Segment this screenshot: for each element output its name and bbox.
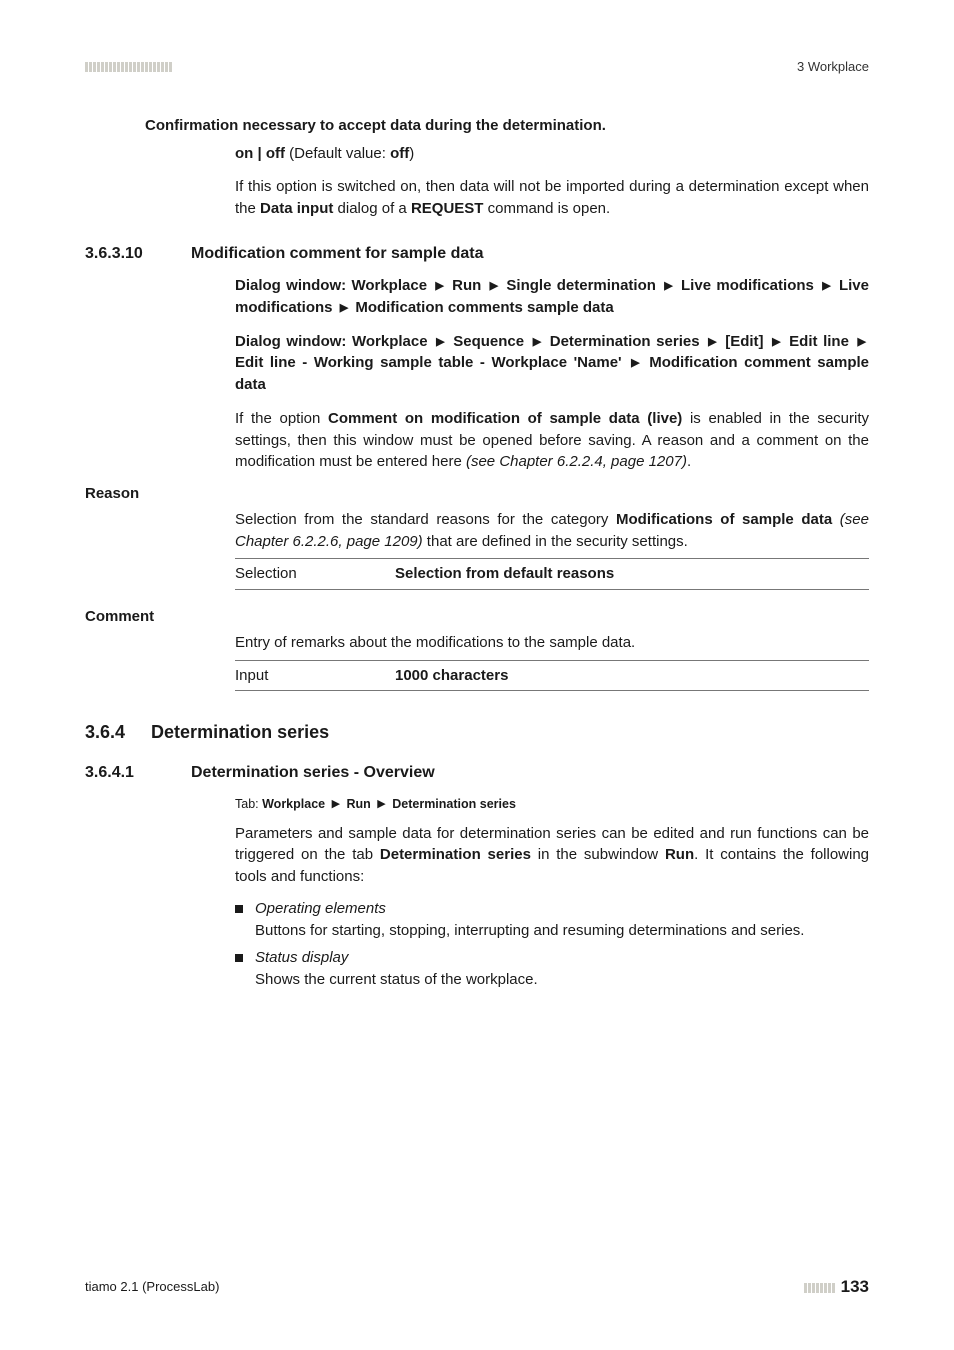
triangle-icon: ▶	[705, 335, 719, 351]
section-3641-heading: 3.6.4.1 Determination series - Overview	[85, 761, 869, 784]
section-364-heading: 3.6.4 Determination series	[85, 719, 869, 745]
section-confirmation: Confirmation necessary to accept data du…	[85, 115, 869, 220]
default-value: off	[390, 145, 409, 162]
page-header: 3 Workplace	[85, 58, 869, 77]
tab-c: Run	[343, 797, 374, 811]
reason-kv-left: Selection	[235, 563, 395, 585]
sp-b: Determination series	[380, 846, 531, 863]
onoff-text: on | off	[235, 145, 285, 162]
comment-label: Comment	[85, 606, 869, 628]
sec-3641-title: Determination series - Overview	[191, 761, 435, 784]
r-a: Selection from the standard reasons for …	[235, 511, 616, 528]
triangle-icon: ▶	[628, 356, 642, 372]
tab-a: Tab:	[235, 797, 262, 811]
sp-c: in the subwindow	[531, 846, 665, 863]
bullet-2-body: Shows the current status of the workplac…	[255, 969, 869, 991]
sec-36310-title: Modification comment for sample data	[191, 242, 483, 265]
comment-table: Input 1000 characters	[235, 660, 869, 692]
tab-b: Workplace	[262, 797, 328, 811]
bullet-icon	[235, 954, 243, 962]
triangle-icon: ▶	[769, 335, 783, 351]
reason-table: Selection Selection from default reasons	[235, 558, 869, 590]
tab-line: Tab: Workplace ▶ Run ▶ Determination ser…	[235, 795, 869, 813]
n1-5: Modification comments sample data	[351, 299, 614, 316]
reason-para: Selection from the standard reasons for …	[235, 509, 869, 553]
default-mid: (Default value:	[285, 145, 390, 162]
triangle-icon: ▶	[432, 279, 446, 295]
reason-kv-right: Selection from default reasons	[395, 563, 614, 585]
p1-b: Comment on modification of sample data (…	[328, 410, 682, 427]
sec-364-num: 3.6.4	[85, 719, 125, 745]
bullet-list: Operating elements Buttons for starting,…	[235, 898, 869, 991]
n2-5: Edit line - Working sample table - Workp…	[235, 354, 628, 371]
sp-d: Run	[665, 846, 694, 863]
n2-4: Edit line	[784, 333, 855, 350]
triangle-icon: ▶	[487, 279, 501, 295]
triangle-icon: ▶	[433, 335, 447, 351]
triangle-icon: ▶	[337, 301, 351, 317]
header-chapter: 3 Workplace	[797, 58, 869, 77]
header-decor-bars	[85, 62, 172, 72]
n2-3: [Edit]	[720, 333, 770, 350]
triangle-icon: ▶	[329, 797, 343, 813]
n1-2: Single determination	[501, 277, 661, 294]
r-d: that are defined in the security setting…	[423, 533, 688, 550]
triangle-icon: ▶	[530, 335, 544, 351]
footer-left: tiamo 2.1 (ProcessLab)	[85, 1278, 219, 1297]
n1-1: Run	[447, 277, 487, 294]
list-item: Status display Shows the current status …	[235, 947, 869, 991]
comment-para: Entry of remarks about the modifications…	[235, 632, 869, 654]
page-footer: tiamo 2.1 (ProcessLab) 133	[85, 1275, 869, 1300]
default-post: )	[409, 145, 414, 162]
tab-d: Determination series	[389, 797, 516, 811]
p1-a: If the option	[235, 410, 328, 427]
bullet-icon	[235, 905, 243, 913]
nav-path-2: Dialog window: Workplace ▶ Sequence ▶ De…	[235, 331, 869, 396]
conf-b: Data input	[260, 200, 333, 217]
confirmation-para: If this option is switched on, then data…	[235, 176, 869, 220]
n1-3: Live modifications	[676, 277, 819, 294]
footer-right: 133	[804, 1275, 869, 1300]
n2-0: Dialog window: Workplace	[235, 333, 433, 350]
conf-c: dialog of a	[333, 200, 411, 217]
sec-364-title: Determination series	[151, 719, 329, 745]
reason-label: Reason	[85, 483, 869, 505]
triangle-icon: ▶	[661, 279, 675, 295]
nav-path-1: Dialog window: Workplace ▶ Run ▶ Single …	[235, 275, 869, 319]
bullet-1-head: Operating elements	[255, 898, 869, 920]
p1-e: .	[687, 453, 691, 470]
page-number: 133	[841, 1275, 869, 1300]
n2-1: Sequence	[448, 333, 530, 350]
confirmation-title: Confirmation necessary to accept data du…	[145, 115, 869, 137]
conf-d: REQUEST	[411, 200, 484, 217]
comment-kv-left: Input	[235, 665, 395, 687]
r-b: Modifications of sample data	[616, 511, 832, 528]
sec-36310-num: 3.6.3.10	[85, 242, 163, 265]
conf-e: command is open.	[483, 200, 610, 217]
triangle-icon: ▶	[374, 797, 388, 813]
section-36310-heading: 3.6.3.10 Modification comment for sample…	[85, 242, 869, 265]
sec-3641-num: 3.6.4.1	[85, 761, 163, 784]
sec-3641-para: Parameters and sample data for determina…	[235, 823, 869, 888]
triangle-icon: ▶	[855, 335, 869, 351]
footer-decor-bars	[804, 1283, 835, 1293]
sec-36310-para: If the option Comment on modification of…	[235, 408, 869, 473]
p1-d: (see Chapter 6.2.2.4, page 1207)	[466, 453, 687, 470]
comment-kv-right: 1000 characters	[395, 665, 508, 687]
triangle-icon: ▶	[819, 279, 833, 295]
n2-2: Determination series	[544, 333, 705, 350]
n1-0: Dialog window: Workplace	[235, 277, 432, 294]
list-item: Operating elements Buttons for starting,…	[235, 898, 869, 942]
confirmation-default-line: on | off (Default value: off)	[235, 143, 869, 165]
bullet-1-body: Buttons for starting, stopping, interrup…	[255, 920, 869, 942]
bullet-2-head: Status display	[255, 947, 869, 969]
